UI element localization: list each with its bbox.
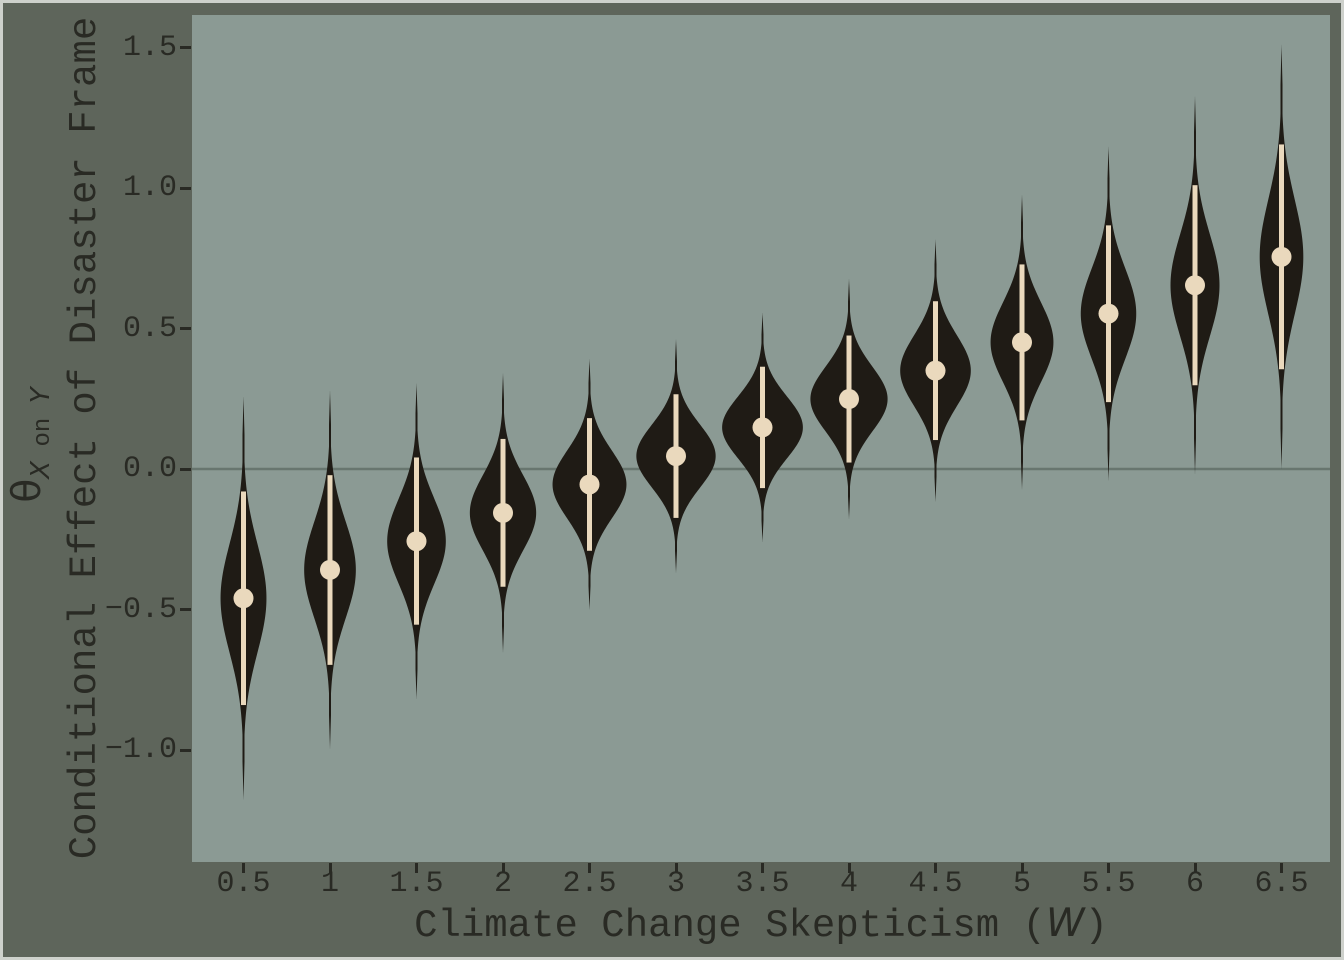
median-point-3 xyxy=(666,446,686,467)
theta-subscript: X on Y xyxy=(26,387,57,479)
y-axis-theta-label: θX on Y xyxy=(5,387,57,502)
theta-symbol: θ xyxy=(5,478,50,503)
median-point-1 xyxy=(320,559,340,580)
x-tick-label: 1 xyxy=(320,867,340,901)
x-axis-label-variable: W xyxy=(1045,901,1085,946)
y-tick-mark xyxy=(180,467,191,471)
x-tick-label: 4.5 xyxy=(908,867,963,901)
y-tick-mark xyxy=(180,327,191,330)
y-axis-label-text: Conditional Effect of Disaster Frame xyxy=(63,16,107,860)
y-tick-label: 0.5 xyxy=(122,311,177,346)
x-tick-mark xyxy=(847,863,851,873)
x-tick-label: 5 xyxy=(1012,867,1032,901)
x-axis-label: Climate Change Skepticism (W) xyxy=(414,901,1108,948)
y-tick-mark xyxy=(180,748,191,752)
theta-subscript-y: Y xyxy=(26,387,56,404)
median-point-2 xyxy=(493,502,513,523)
x-tick-mark xyxy=(674,863,678,873)
y-tick-label: 1.5 xyxy=(122,30,177,65)
x-tick-label: 3 xyxy=(666,867,686,901)
y-tick-mark xyxy=(180,46,191,49)
median-point-6 xyxy=(1185,275,1205,296)
y-tick-label: 0.0 xyxy=(122,452,177,486)
x-tick-mark xyxy=(1107,863,1110,873)
y-axis-label: Conditional Effect of Disaster Frame xyxy=(63,17,107,860)
x-tick-label: 3.5 xyxy=(735,867,790,901)
median-point-4.5 xyxy=(925,360,946,381)
median-point-1.5 xyxy=(406,531,427,552)
x-tick-mark xyxy=(588,863,591,873)
x-tick-mark xyxy=(501,863,505,873)
x-tick-label: 6.5 xyxy=(1254,867,1309,901)
y-tick-mark xyxy=(180,186,191,190)
x-tick-mark xyxy=(1020,863,1024,873)
y-tick-label: −0.5 xyxy=(104,592,177,627)
x-tick-mark xyxy=(761,863,764,873)
x-tick-mark xyxy=(242,863,245,873)
median-point-4 xyxy=(839,389,859,410)
x-axis-label-suffix: ) xyxy=(1084,904,1108,948)
theta-subscript-on: on xyxy=(30,403,57,461)
median-point-0.5 xyxy=(233,588,254,609)
x-tick-mark xyxy=(328,863,332,873)
median-point-5.5 xyxy=(1098,303,1119,324)
x-tick-label: 2 xyxy=(493,867,513,901)
x-tick-label: 2.5 xyxy=(562,867,617,901)
x-tick-mark xyxy=(1193,863,1197,873)
median-point-2.5 xyxy=(579,474,600,495)
x-tick-mark xyxy=(1280,863,1283,873)
x-tick-label: 6 xyxy=(1185,867,1205,901)
x-tick-label: 1.5 xyxy=(389,867,444,901)
median-point-5 xyxy=(1012,332,1032,353)
median-point-3.5 xyxy=(752,417,773,438)
x-tick-label: 5.5 xyxy=(1081,867,1136,901)
median-point-6.5 xyxy=(1271,246,1292,267)
x-tick-mark xyxy=(415,863,418,873)
x-tick-label: 0.5 xyxy=(216,867,271,901)
theta-subscript-x: X xyxy=(26,460,56,479)
y-tick-mark xyxy=(180,608,191,611)
x-tick-label: 4 xyxy=(839,867,859,901)
y-tick-label: 1.0 xyxy=(122,171,177,205)
y-tick-label: −1.0 xyxy=(104,733,177,767)
x-tick-mark xyxy=(934,863,937,873)
x-axis-label-text: Climate Change Skepticism ( xyxy=(414,904,1046,948)
